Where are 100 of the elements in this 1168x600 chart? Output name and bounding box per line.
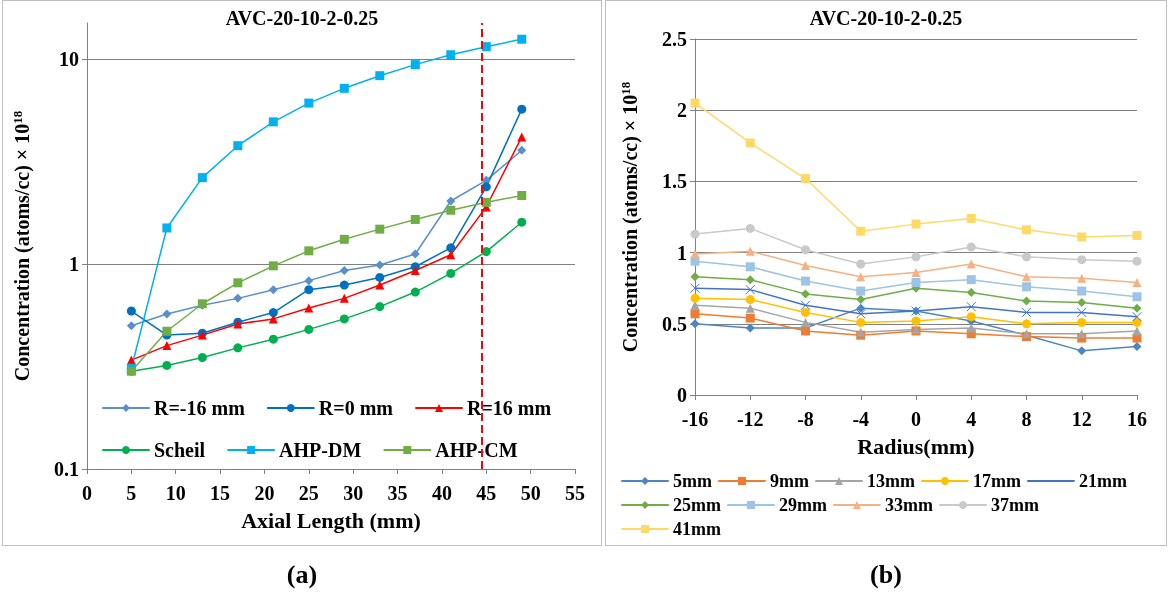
legend-label: 25mm — [673, 495, 721, 515]
point — [304, 324, 314, 334]
text: (b) — [869, 560, 903, 590]
y-tick-label: 0 — [677, 384, 687, 406]
legend-label: R=16 mm — [466, 397, 552, 419]
legend-label: 41mm — [673, 519, 721, 539]
point — [1077, 346, 1087, 356]
y-axis-title: Concentration (atoms/cc) × 1018 — [10, 110, 34, 382]
y-tick-label: 10 — [59, 48, 79, 71]
legend-label: AHP-DM — [279, 439, 362, 461]
point — [162, 223, 172, 233]
legend-label: Scheil — [154, 439, 206, 461]
point — [1077, 273, 1087, 283]
point — [126, 321, 136, 331]
legend-label: AHP-CM — [435, 439, 518, 461]
point — [911, 278, 921, 287]
point — [1077, 255, 1087, 265]
point — [1132, 231, 1142, 241]
point — [1077, 297, 1087, 307]
point — [268, 308, 278, 318]
point — [690, 229, 700, 239]
point — [268, 117, 278, 127]
y-tick-label: 1 — [69, 253, 79, 276]
x-tick-label: 4 — [966, 408, 977, 430]
legend-label: 21mm — [1078, 471, 1127, 491]
point — [197, 173, 207, 183]
x-tick-label: 5 — [126, 482, 137, 504]
point — [966, 301, 977, 312]
point — [1076, 307, 1087, 318]
point — [690, 309, 700, 319]
y-tick-label: 0.1 — [54, 458, 79, 480]
x-tick-label: 8 — [1021, 408, 1032, 430]
x-axis-title: Radius(mm) — [857, 433, 975, 459]
y-tick-label: 0.5 — [662, 312, 687, 335]
x-tick-label: 45 — [476, 482, 497, 504]
point — [801, 289, 810, 299]
point — [745, 275, 755, 285]
point — [745, 246, 755, 256]
point — [856, 303, 866, 313]
x-tick-label: 20 — [254, 482, 275, 504]
point — [745, 313, 755, 323]
legend-label: 13mm — [866, 471, 915, 491]
x-tick-label: -4 — [852, 408, 870, 430]
point — [517, 217, 527, 227]
point — [856, 317, 866, 327]
point — [481, 42, 491, 52]
point — [162, 309, 172, 319]
point — [446, 243, 456, 253]
point — [1132, 326, 1142, 336]
x-tick-label: 55 — [565, 482, 585, 504]
point — [304, 98, 314, 108]
point — [1077, 286, 1087, 296]
x-tick-label: -16 — [681, 408, 709, 430]
x-tick-label: 35 — [387, 482, 408, 504]
point — [801, 260, 810, 270]
point — [1132, 256, 1142, 266]
point — [375, 302, 385, 312]
point — [304, 285, 314, 295]
point — [233, 293, 243, 303]
legend-label: 37mm — [990, 495, 1039, 515]
point — [1132, 278, 1142, 287]
legend-label: 9mm — [769, 471, 809, 491]
point — [1132, 333, 1142, 343]
point — [911, 252, 921, 262]
point — [966, 242, 976, 252]
point — [233, 278, 243, 288]
point — [339, 266, 349, 275]
point — [745, 262, 755, 272]
point — [801, 276, 810, 286]
point — [911, 268, 921, 278]
point — [446, 196, 456, 206]
point — [1021, 307, 1032, 318]
point — [446, 205, 456, 215]
point — [304, 276, 314, 286]
point — [1132, 342, 1142, 352]
x-axis-title: Axial Length (mm) — [241, 507, 421, 533]
point — [966, 312, 976, 322]
x-tick-label: 12 — [1071, 408, 1092, 430]
x-tick-label: 30 — [343, 482, 364, 504]
text: (a) — [285, 560, 319, 590]
point — [745, 323, 755, 333]
point — [517, 104, 527, 114]
point — [375, 71, 385, 81]
point — [856, 286, 866, 296]
point — [339, 83, 349, 93]
x-tick-label: -8 — [797, 408, 814, 430]
chart-title: AVC-20-10-2-0.25 — [225, 7, 379, 29]
point — [800, 300, 811, 311]
point — [801, 307, 810, 317]
x-tick-label: 25 — [298, 482, 319, 504]
point — [1132, 303, 1142, 313]
point — [410, 287, 420, 297]
legend-label: 29mm — [778, 495, 827, 515]
point — [481, 182, 491, 192]
point — [268, 261, 278, 271]
point — [745, 223, 755, 233]
y-tick-label: 2.5 — [662, 28, 687, 50]
point — [268, 334, 278, 344]
legend-label: 5mm — [673, 471, 712, 491]
point — [339, 314, 349, 324]
